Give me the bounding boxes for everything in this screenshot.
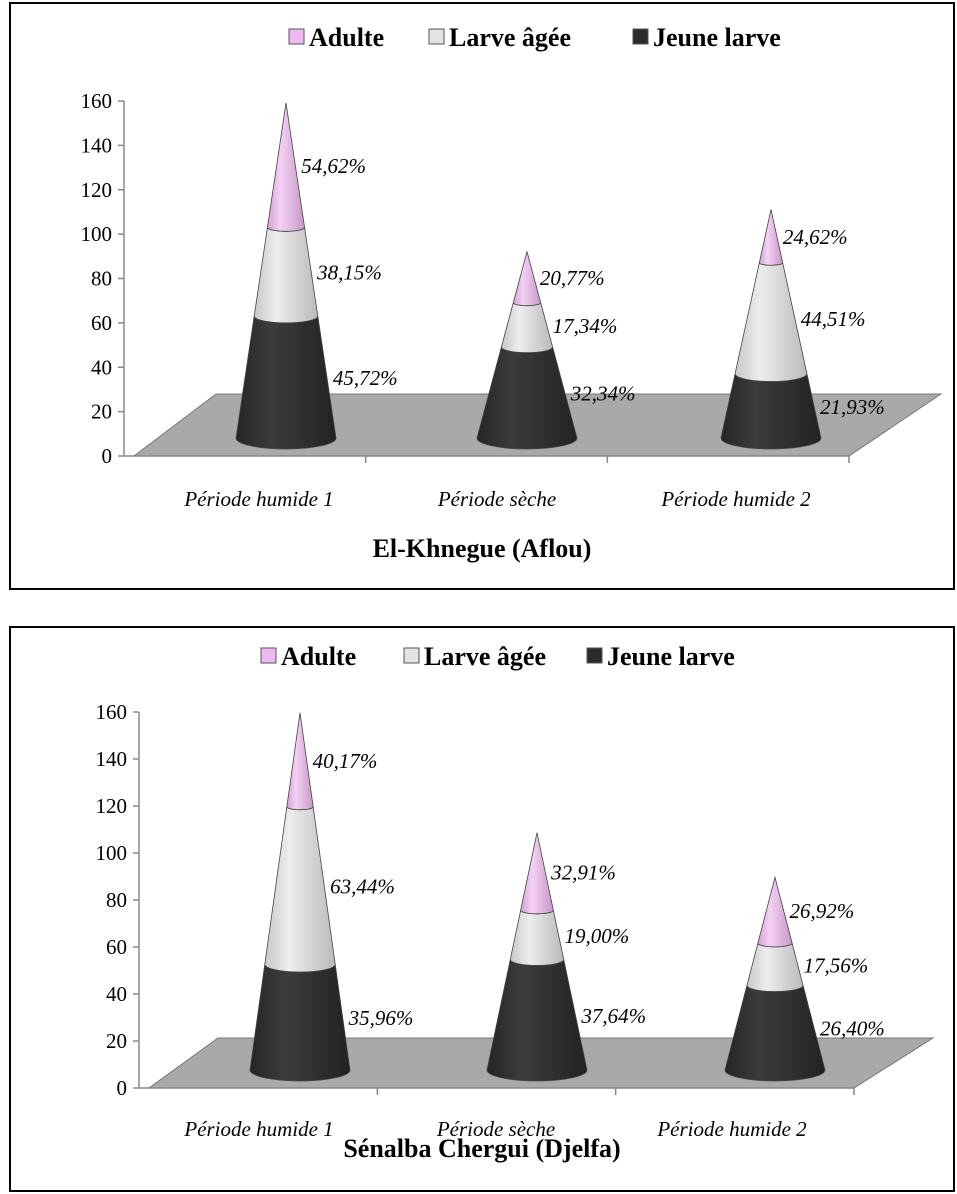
y-tick-label: 60 bbox=[91, 311, 112, 335]
data-label: 44,51% bbox=[801, 307, 866, 331]
cone-segment bbox=[235, 315, 337, 450]
chart-title: Sénalba Chergui (Djelfa) bbox=[343, 1134, 620, 1163]
legend-swatch bbox=[632, 28, 649, 45]
category-label: Période sèche bbox=[436, 1117, 555, 1141]
cones bbox=[249, 712, 826, 1082]
cone-segment bbox=[509, 910, 565, 966]
chart-el-khnegue: Adulte Larve âgée Jeune larve 0 20 40 60 80 100… bbox=[9, 2, 955, 590]
legend-label: Adulte bbox=[281, 642, 356, 671]
data-label: 21,93% bbox=[820, 395, 885, 419]
legend-swatch bbox=[260, 647, 277, 664]
cone-segment bbox=[476, 346, 578, 450]
chart-title: El-Khnegue (Aflou) bbox=[373, 534, 592, 563]
data-label: 40,17% bbox=[313, 749, 378, 773]
y-tick-label: 80 bbox=[91, 267, 112, 291]
data-label: 20,77% bbox=[540, 266, 605, 290]
category-label: Période sèche bbox=[437, 487, 556, 511]
data-labels: 35,96% 63,44% 40,17% 37,64% 19,00% 32,91% 26,4… bbox=[313, 749, 885, 1041]
y-tick-label: 0 bbox=[102, 444, 113, 468]
cone-segment bbox=[501, 302, 553, 354]
cone-segment bbox=[520, 832, 554, 915]
data-label: 17,34% bbox=[553, 314, 618, 338]
chart2-svg: Adulte Larve âgée Jeune larve 0 20 40 60 80 100… bbox=[96, 642, 935, 1163]
cone-segment bbox=[267, 102, 305, 232]
cone-segment bbox=[720, 373, 822, 450]
y-tick-label: 20 bbox=[91, 400, 112, 424]
legend-label: Larve âgée bbox=[424, 642, 546, 671]
category-label: Période humide 2 bbox=[656, 1117, 807, 1141]
y-tick-label: 60 bbox=[106, 935, 127, 959]
y-tick-label: 100 bbox=[81, 222, 113, 246]
legend: Adulte Larve âgée Jeune larve bbox=[288, 23, 781, 52]
y-tick-label: 40 bbox=[106, 982, 127, 1006]
data-label: 37,64% bbox=[580, 1004, 646, 1028]
y-tick-label: 80 bbox=[106, 888, 127, 912]
legend-swatch bbox=[428, 28, 445, 45]
y-tick-label: 140 bbox=[81, 133, 113, 157]
cone-segment bbox=[512, 250, 542, 307]
y-tick-label: 160 bbox=[81, 89, 113, 113]
cone-segment bbox=[724, 985, 826, 1082]
data-label: 38,15% bbox=[316, 261, 382, 285]
data-label: 63,44% bbox=[330, 875, 395, 899]
y-tick-label: 40 bbox=[91, 355, 112, 379]
category-label: Période humide 1 bbox=[183, 487, 333, 511]
data-label: 26,92% bbox=[790, 899, 855, 923]
data-label: 24,62% bbox=[783, 225, 848, 249]
legend-label: Adulte bbox=[309, 23, 384, 52]
chart-senalba-chergui: Adulte Larve âgée Jeune larve 0 20 40 60 80 100… bbox=[9, 626, 955, 1192]
cones bbox=[235, 102, 822, 450]
legend-swatch bbox=[288, 28, 305, 45]
cone-segment bbox=[486, 959, 588, 1082]
data-label: 54,62% bbox=[301, 154, 366, 178]
y-tick-label: 120 bbox=[81, 178, 113, 202]
cone-segment bbox=[253, 227, 319, 324]
data-labels: 45,72% 38,15% 54,62% 32,34% 17,34% 20,77% 21,9… bbox=[301, 154, 884, 419]
y-tick-label: 120 bbox=[96, 794, 128, 818]
chart1-svg: Adulte Larve âgée Jeune larve 0 20 40 60 80 100… bbox=[81, 23, 943, 563]
cone-segment bbox=[286, 712, 314, 811]
legend-label: Jeune larve bbox=[607, 642, 735, 671]
y-tick-label: 140 bbox=[96, 747, 128, 771]
cone-segment bbox=[746, 942, 804, 992]
cone-segment bbox=[757, 875, 793, 948]
legend-label: Larve âgée bbox=[449, 23, 571, 52]
legend-swatch bbox=[403, 647, 420, 664]
data-label: 45,72% bbox=[333, 366, 398, 390]
y-tick-label: 160 bbox=[96, 700, 128, 724]
y-tick-label: 0 bbox=[117, 1076, 128, 1100]
category-labels: Période humide 1 Période sèche Période hum… bbox=[183, 487, 811, 511]
legend-swatch bbox=[586, 647, 603, 664]
data-label: 17,56% bbox=[804, 953, 869, 977]
y-tick-label: 20 bbox=[106, 1029, 127, 1053]
cone-segment bbox=[249, 964, 351, 1082]
y-tick-label: 100 bbox=[96, 841, 128, 865]
data-label: 19,00% bbox=[565, 924, 630, 948]
category-label: Période humide 1 bbox=[183, 1117, 333, 1141]
data-label: 32,34% bbox=[570, 382, 636, 406]
cone-segment bbox=[734, 262, 808, 382]
cone-segment bbox=[758, 209, 784, 266]
cone-segment bbox=[264, 806, 336, 973]
y-axis: 0 20 40 60 80 100 120 140 160 bbox=[96, 700, 855, 1100]
category-label: Période humide 2 bbox=[660, 487, 811, 511]
legend: Adulte Larve âgée Jeune larve bbox=[260, 642, 735, 671]
legend-label: Jeune larve bbox=[653, 23, 781, 52]
data-label: 35,96% bbox=[348, 1006, 414, 1030]
data-label: 32,91% bbox=[550, 860, 616, 884]
category-labels: Période humide 1 Période sèche Période hum… bbox=[183, 1117, 807, 1141]
y-axis: 0 20 40 60 80 100 120 140 160 bbox=[81, 89, 850, 468]
data-label: 26,40% bbox=[820, 1017, 885, 1041]
